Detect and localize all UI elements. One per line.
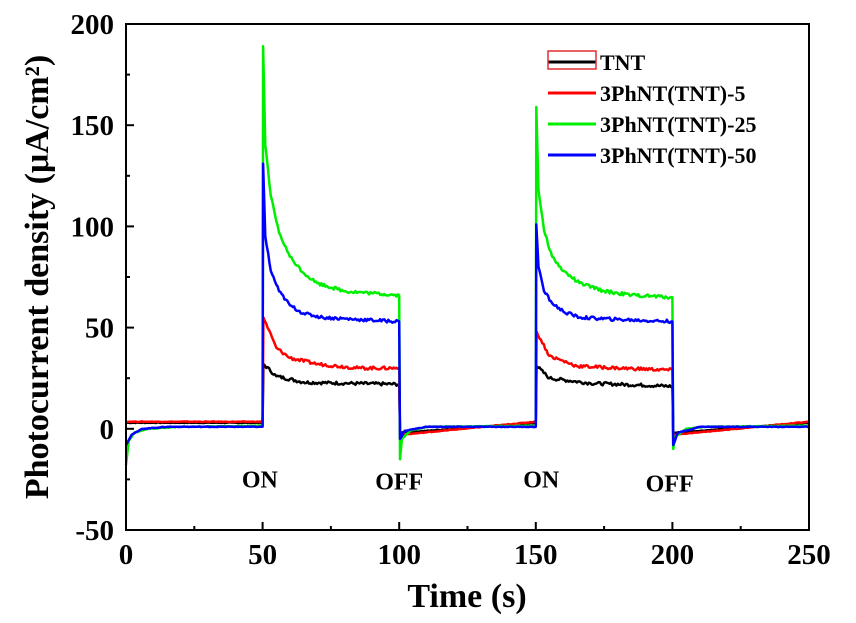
y-tick-label: 200 [71,9,115,41]
annotation-label: OFF [375,469,423,495]
series-line [124,162,810,447]
x-tick-label: 250 [787,539,831,571]
legend-label: TNT [600,50,646,75]
annotation-label: ON [242,467,279,493]
y-tick-label: 50 [85,313,114,345]
y-tick-label: 150 [71,110,115,142]
series-line [125,316,810,437]
y-tick-label: 100 [71,211,115,243]
series-line [124,45,809,466]
y-tick-label: 0 [100,414,115,446]
x-tick-label: 50 [248,539,277,571]
x-tick-label: 150 [514,539,558,571]
plot-lines [124,45,810,466]
legend-label: 3PhNT(TNT)-5 [600,81,745,106]
x-tick-label: 100 [377,539,421,571]
annotation-label: ON [523,467,560,493]
annotations: ON OFF ON OFF [242,467,694,497]
y-axis-title: Photocurrent density (μA/cm²) [19,55,56,499]
x-tick-label: 200 [651,539,695,571]
y-tick-label: -50 [75,515,114,547]
x-axis-title: Time (s) [407,578,526,615]
x-tick-label: 0 [119,539,134,571]
legend-label: 3PhNT(TNT)-25 [600,112,756,137]
legend-swatch-box [547,50,597,70]
legend-label: 3PhNT(TNT)-50 [600,143,756,168]
legend: TNT 3PhNT(TNT)-5 3PhNT(TNT)-25 3PhNT(TNT)-5… [547,50,756,168]
annotation-label: OFF [646,471,694,497]
